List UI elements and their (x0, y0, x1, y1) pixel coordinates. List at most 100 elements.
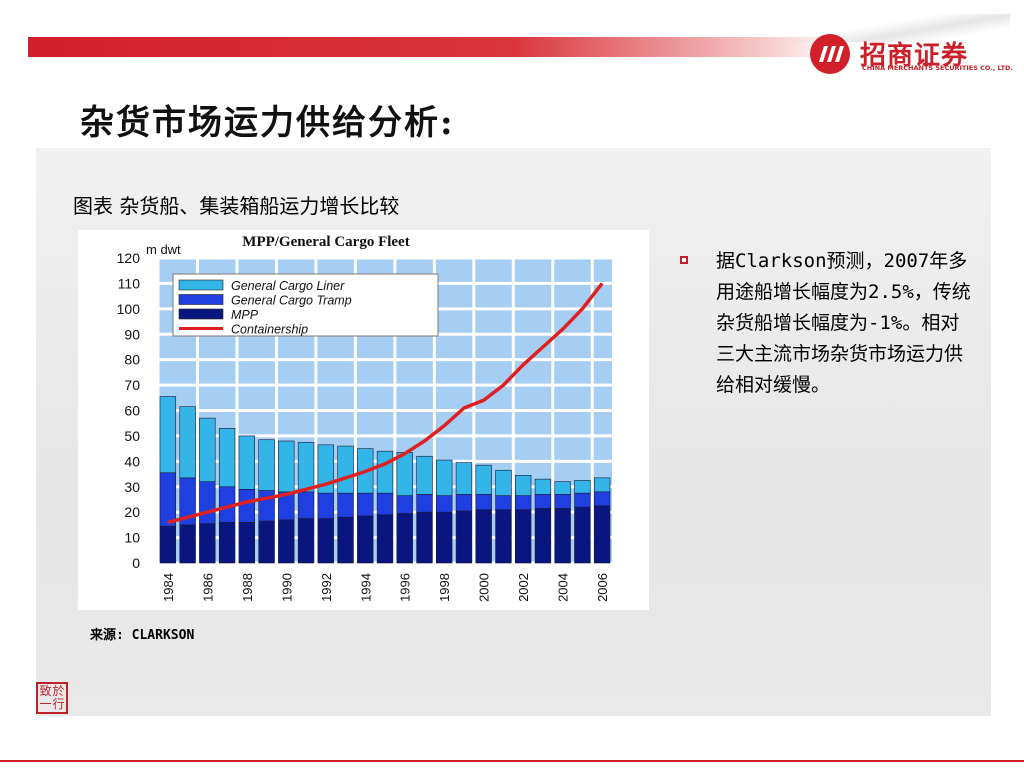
bar-mpp (199, 523, 216, 564)
legend-swatch (178, 294, 224, 305)
seal-char: 一 (39, 697, 52, 711)
bar-general-cargo-tramp (337, 492, 354, 518)
bar-general-cargo-liner (515, 475, 532, 496)
y-tick-label: 0 (132, 555, 140, 571)
page-title: 杂货市场运力供给分析: (80, 103, 455, 143)
y-tick-label: 20 (124, 504, 140, 520)
y-tick-label: 120 (117, 250, 141, 266)
y-tick-label: 90 (124, 326, 140, 342)
bar-mpp (258, 520, 275, 564)
bar-mpp (297, 518, 315, 564)
bar-mpp (574, 506, 591, 564)
bullet-text: 据Clarkson预测，2007年多用途船增长幅度为2.5%，传统杂货船增长幅度… (716, 250, 971, 396)
y-tick-label: 110 (118, 275, 141, 291)
source-note: 来源: CLARKSON (90, 628, 195, 643)
seal-char: 致 (39, 684, 52, 698)
bar-mpp (238, 522, 255, 564)
x-tick-label: 1994 (358, 573, 373, 602)
bar-general-cargo-tramp (495, 495, 512, 510)
seal-char: 於 (52, 684, 65, 698)
bar-general-cargo-liner (554, 481, 571, 495)
bar-mpp (317, 518, 334, 564)
bar-general-cargo-tramp (475, 494, 492, 510)
bar-general-cargo-tramp (238, 488, 255, 523)
bullet-marker-icon (680, 256, 688, 264)
bar-mpp (416, 511, 433, 564)
bar-general-cargo-tramp (357, 492, 374, 517)
bar-general-cargo-tramp (199, 481, 216, 524)
bar-general-cargo-liner (593, 477, 611, 493)
bar-general-cargo-liner (396, 452, 413, 496)
y-tick-label: 40 (124, 453, 140, 469)
legend-label: MPP (231, 308, 259, 322)
bar-mpp (515, 509, 532, 564)
x-tick-label: 1996 (398, 573, 413, 602)
bar-general-cargo-liner (199, 417, 216, 482)
seal-stamp-icon: 致 於 一 行 (36, 682, 68, 714)
bar-general-cargo-liner (258, 439, 275, 491)
bar-mpp (436, 511, 453, 564)
figure-caption: 图表 杂货船、集装箱船运力增长比较 (73, 194, 400, 218)
bar-general-cargo-tramp (376, 492, 394, 516)
bar-general-cargo-liner (436, 459, 453, 496)
x-tick-label: 1990 (279, 573, 294, 602)
legend-swatch (178, 279, 224, 291)
bar-mpp (534, 508, 552, 564)
bar-general-cargo-liner (179, 406, 196, 479)
y-tick-label: 30 (124, 479, 140, 495)
bar-general-cargo-liner (534, 478, 552, 495)
bar-mpp (218, 522, 236, 564)
x-tick-label: 1992 (319, 573, 334, 602)
y-tick-label: 80 (124, 352, 140, 368)
bar-general-cargo-tramp (436, 495, 453, 513)
x-tick-label: 1984 (161, 573, 176, 602)
legend-label: General Cargo Liner (231, 279, 345, 293)
x-tick-label: 1988 (240, 573, 255, 602)
bar-general-cargo-liner (278, 440, 295, 493)
bar-general-cargo-tramp (574, 492, 591, 508)
x-tick-label: 1998 (437, 573, 452, 602)
line-containership (167, 282, 604, 524)
bar-general-cargo-liner (159, 396, 177, 474)
chart-container: 0 10 20 30 40 50 60 70 80 90 100 110 120 1984 1986 1988… (78, 230, 649, 610)
bar-mpp (593, 505, 611, 564)
bar-mpp (159, 525, 177, 564)
y-tick-label: 60 (124, 403, 140, 419)
bar-general-cargo-liner (376, 450, 394, 494)
x-tick-label: 2006 (595, 573, 610, 602)
bar-mpp (455, 510, 473, 564)
footer-accent-line (0, 760, 1024, 762)
y-tick-label: 100 (117, 301, 141, 317)
bar-general-cargo-liner (574, 480, 591, 494)
bar-general-cargo-liner (297, 441, 315, 493)
bar-general-cargo-tramp (455, 494, 473, 512)
bar-mpp (278, 519, 295, 564)
legend-label: Containership (231, 323, 308, 337)
chart-title: MPP/General Cargo Fleet (242, 234, 409, 250)
logo-name-cn: 招商证券 (860, 41, 969, 71)
bar-mpp (337, 516, 354, 564)
x-tick-label: 2000 (477, 573, 492, 602)
bar-general-cargo-tramp (554, 494, 571, 509)
y-axis-unit: m dwt (146, 242, 181, 257)
company-logo: 招商证券 CHINA MERCHANTS SECURITIES CO., LTD… (810, 34, 1013, 74)
bar-mpp (179, 524, 196, 564)
bar-mpp (475, 509, 492, 564)
y-tick-label: 70 (124, 377, 140, 393)
bar-general-cargo-liner (337, 445, 354, 494)
bar-mpp (357, 515, 374, 564)
bar-general-cargo-tramp (593, 491, 611, 507)
bar-general-cargo-tramp (159, 472, 177, 527)
bar-general-cargo-tramp (515, 495, 532, 510)
legend-label: General Cargo Tramp (231, 294, 352, 308)
bar-general-cargo-liner (238, 435, 255, 490)
bar-mpp (396, 513, 413, 564)
legend-swatch (178, 308, 224, 320)
seal-char: 行 (52, 697, 65, 711)
bar-general-cargo-tramp (258, 490, 275, 522)
x-tick-label: 2002 (516, 573, 531, 602)
header-accent-bar (28, 37, 838, 57)
bar-general-cargo-tramp (317, 492, 334, 519)
bar-general-cargo-liner (416, 455, 433, 495)
logo-name-en: CHINA MERCHANTS SECURITIES CO., LTD. (862, 64, 1013, 72)
